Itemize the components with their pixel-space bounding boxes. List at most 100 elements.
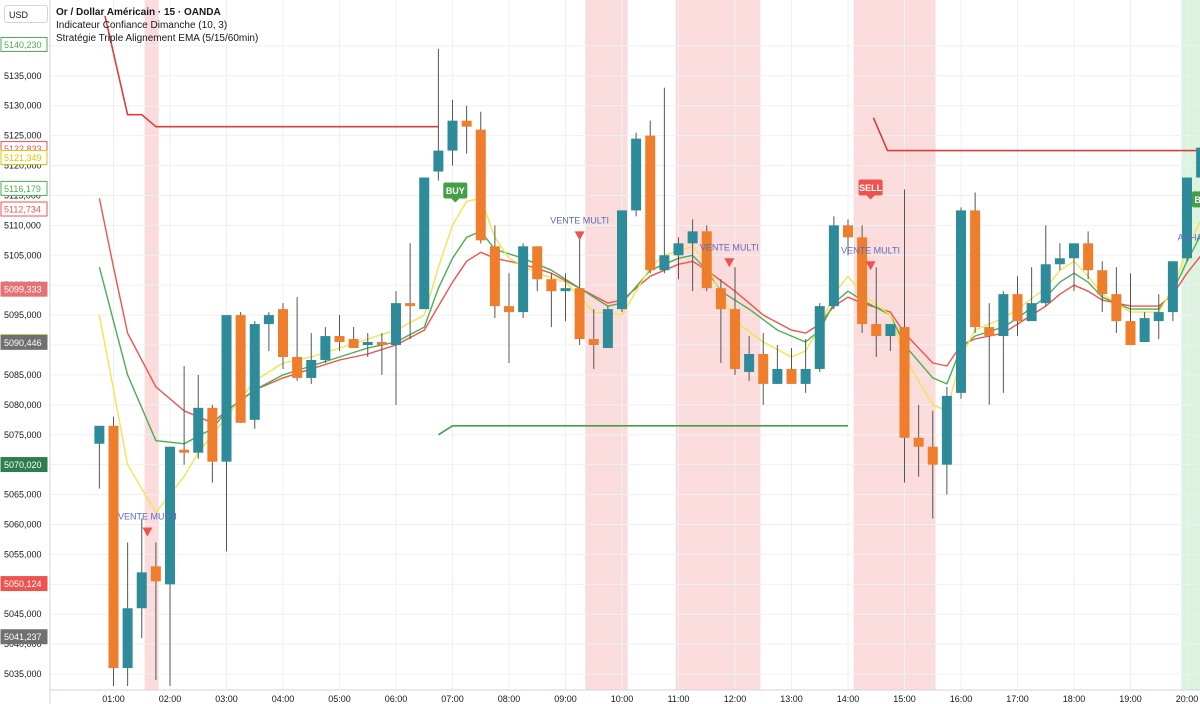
candle-body bbox=[857, 237, 868, 325]
candle[interactable] bbox=[659, 87, 670, 274]
candle[interactable] bbox=[701, 225, 712, 292]
candle[interactable] bbox=[532, 246, 543, 292]
candle[interactable] bbox=[730, 267, 740, 375]
candle[interactable] bbox=[94, 425, 105, 489]
candle[interactable] bbox=[433, 48, 444, 181]
candle[interactable] bbox=[786, 348, 797, 384]
candle-body bbox=[518, 246, 529, 313]
candle[interactable] bbox=[772, 345, 783, 384]
candle[interactable] bbox=[193, 374, 204, 459]
candle[interactable] bbox=[1182, 177, 1192, 262]
price-label-box bbox=[0, 180, 48, 196]
candle[interactable] bbox=[334, 315, 345, 351]
candle[interactable] bbox=[814, 303, 825, 372]
price-label-box bbox=[0, 37, 48, 53]
candle[interactable] bbox=[292, 297, 303, 381]
candle[interactable] bbox=[913, 404, 924, 477]
candle[interactable] bbox=[376, 333, 387, 375]
candle[interactable] bbox=[828, 216, 839, 310]
candle[interactable] bbox=[871, 267, 882, 357]
candle[interactable] bbox=[744, 336, 755, 381]
candle[interactable] bbox=[560, 273, 571, 322]
candle[interactable] bbox=[221, 315, 232, 552]
candle[interactable] bbox=[150, 542, 161, 681]
candle[interactable] bbox=[122, 542, 133, 687]
candle[interactable] bbox=[758, 333, 769, 405]
candle-body bbox=[871, 324, 882, 337]
candle[interactable] bbox=[136, 518, 147, 639]
candle[interactable] bbox=[489, 225, 500, 319]
candle[interactable] bbox=[362, 333, 373, 357]
candle-body bbox=[956, 210, 966, 393]
candle-body bbox=[998, 294, 1009, 337]
candle[interactable] bbox=[263, 312, 274, 351]
candle[interactable] bbox=[504, 273, 514, 363]
candle[interactable] bbox=[588, 309, 599, 369]
candle[interactable] bbox=[1139, 312, 1150, 343]
candle[interactable] bbox=[970, 192, 981, 334]
candle[interactable] bbox=[857, 225, 868, 334]
candle[interactable] bbox=[687, 219, 698, 292]
candle[interactable] bbox=[179, 365, 190, 465]
candle[interactable] bbox=[602, 306, 613, 349]
candle[interactable] bbox=[235, 312, 246, 423]
candle[interactable] bbox=[405, 243, 416, 340]
candle[interactable] bbox=[1153, 294, 1164, 340]
candle[interactable] bbox=[800, 339, 811, 393]
candle[interactable] bbox=[249, 321, 260, 429]
candle[interactable] bbox=[617, 210, 627, 313]
candle[interactable] bbox=[320, 327, 331, 363]
currency-selector[interactable]: USD bbox=[4, 5, 48, 23]
candle[interactable] bbox=[1054, 243, 1065, 271]
candle[interactable] bbox=[941, 386, 952, 495]
candle[interactable] bbox=[631, 132, 642, 217]
candle[interactable] bbox=[546, 273, 557, 328]
candle[interactable] bbox=[1167, 261, 1178, 322]
candle[interactable] bbox=[1012, 276, 1023, 337]
candle[interactable] bbox=[1125, 273, 1136, 346]
candle[interactable] bbox=[956, 207, 966, 399]
candle[interactable] bbox=[673, 237, 684, 280]
candle[interactable] bbox=[885, 324, 896, 351]
candle[interactable] bbox=[348, 327, 359, 349]
x-tick-label: 06:00 bbox=[385, 694, 408, 704]
candle[interactable] bbox=[461, 105, 472, 154]
candle[interactable] bbox=[518, 243, 529, 319]
candle[interactable] bbox=[645, 120, 656, 274]
time-axis[interactable]: 01:00 02:00 03:00 04:00 05:00 06:00 07:00 08:00… bbox=[102, 694, 1198, 704]
candle[interactable] bbox=[475, 111, 486, 244]
candle[interactable] bbox=[1069, 243, 1079, 292]
badge-pointer bbox=[451, 198, 460, 203]
candle-body bbox=[1139, 318, 1150, 343]
candle[interactable] bbox=[927, 410, 938, 519]
candle[interactable] bbox=[1083, 231, 1094, 280]
candle-body bbox=[588, 339, 599, 346]
candle[interactable] bbox=[306, 333, 317, 384]
price-axis[interactable]: 5035,0005040,0005045,0005050,0005055,000… bbox=[0, 37, 48, 680]
candle[interactable] bbox=[165, 446, 175, 687]
candle[interactable] bbox=[207, 404, 218, 483]
candle[interactable] bbox=[419, 177, 430, 310]
candle[interactable] bbox=[1196, 121, 1200, 184]
candle[interactable] bbox=[447, 99, 458, 166]
candle-body bbox=[334, 336, 345, 343]
candle[interactable] bbox=[843, 219, 853, 256]
candle[interactable] bbox=[998, 291, 1009, 393]
candle[interactable] bbox=[899, 189, 910, 483]
candle-body bbox=[560, 288, 571, 292]
candle[interactable] bbox=[1040, 225, 1051, 307]
candle[interactable] bbox=[715, 279, 726, 363]
candle[interactable] bbox=[391, 291, 401, 405]
candle[interactable] bbox=[1111, 267, 1122, 334]
candle-body bbox=[292, 356, 303, 378]
candle[interactable] bbox=[984, 303, 995, 405]
candle[interactable] bbox=[574, 231, 585, 346]
candle-body bbox=[306, 359, 317, 378]
candle[interactable] bbox=[1026, 267, 1037, 322]
candle-body bbox=[1069, 243, 1079, 259]
candle[interactable] bbox=[108, 416, 119, 687]
candle[interactable] bbox=[278, 303, 288, 369]
candle[interactable] bbox=[1097, 261, 1108, 313]
